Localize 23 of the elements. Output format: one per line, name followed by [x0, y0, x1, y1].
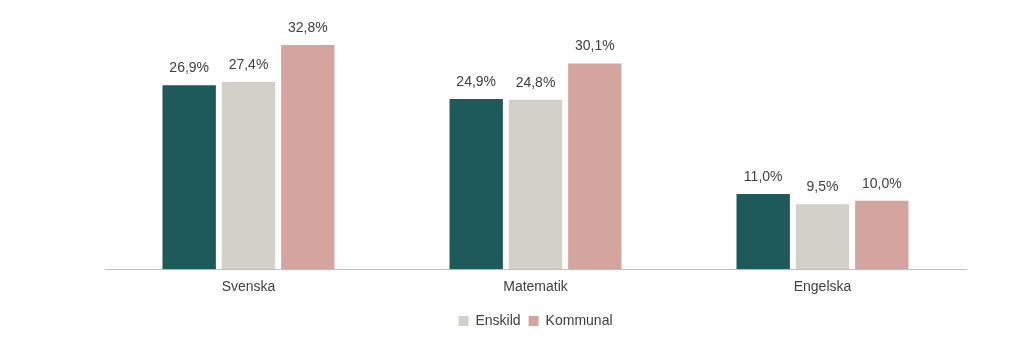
bar: [281, 45, 335, 270]
bar: [795, 204, 850, 270]
bar: [508, 99, 563, 270]
data-label: 11,0%: [743, 167, 783, 184]
data-label: 24,9%: [456, 72, 497, 89]
data-label: 30,1%: [574, 37, 615, 54]
data-label: 10,0%: [861, 174, 902, 191]
data-label: 32,8%: [287, 18, 328, 35]
legend-label: Enskild: [475, 311, 521, 328]
legend-label: Kommunal: [545, 311, 613, 328]
bar: [855, 200, 909, 270]
data-label: 24,8%: [515, 73, 556, 90]
x-tick-label: Matematik: [503, 278, 569, 295]
data-label: 9,5%: [806, 178, 839, 195]
data-label: 26,9%: [169, 59, 210, 76]
bar: [568, 63, 622, 270]
x-tick-label: Engelska: [793, 278, 852, 295]
bar: [162, 85, 216, 270]
bar: [221, 81, 276, 270]
bar: [449, 99, 503, 270]
x-tick-label: Svenska: [221, 278, 276, 295]
data-label: 27,4%: [228, 55, 269, 72]
bar: [736, 194, 790, 270]
